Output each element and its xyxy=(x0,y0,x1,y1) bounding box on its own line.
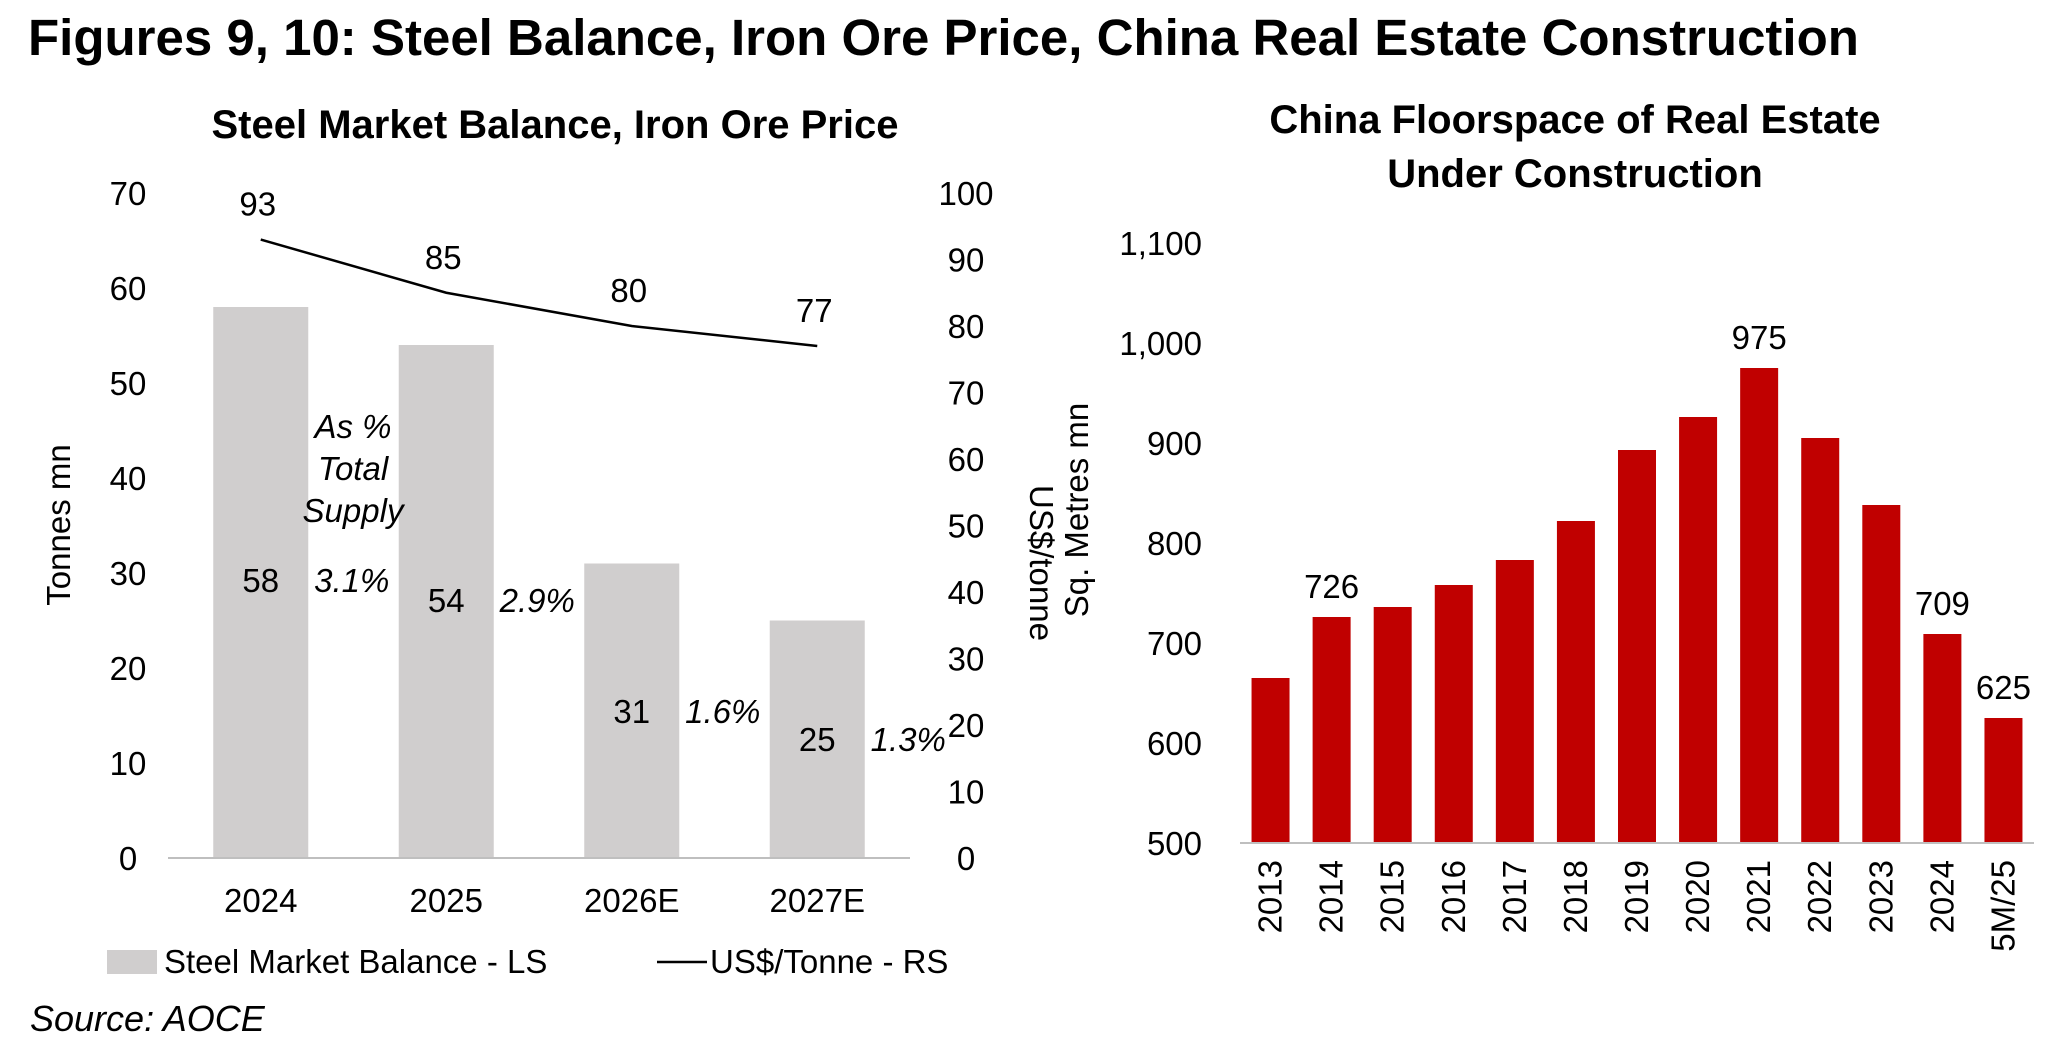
chart1-pct-label: 1.6% xyxy=(685,693,760,730)
chart1-category-label: 2026E xyxy=(584,882,679,919)
chart2-category-label: 2024 xyxy=(1923,860,1960,933)
chart1-left-tick: 40 xyxy=(110,460,147,497)
chart2-category-label: 5M/25 xyxy=(1984,860,2021,952)
chart2-category-label: 2019 xyxy=(1618,860,1655,933)
chart1-pct-label: 1.3% xyxy=(871,721,946,758)
chart1-pct-label: 3.1% xyxy=(314,562,389,599)
chart1-price-label: 77 xyxy=(796,292,833,329)
chart1-annotation: Total xyxy=(318,450,390,487)
chart1-left-tick: 10 xyxy=(110,745,147,782)
chart1-annotation: Supply xyxy=(303,492,406,529)
chart2-bar-2015 xyxy=(1373,607,1412,843)
chart2-y-tick: 1,000 xyxy=(1119,325,1202,362)
chart2-y-tick: 800 xyxy=(1147,525,1202,562)
chart1-title: Steel Market Balance, Iron Ore Price xyxy=(212,103,899,147)
chart1-right-tick: 90 xyxy=(948,242,985,279)
chart2-bar-2021 xyxy=(1740,368,1779,843)
chart1-left-axis-title: Tonnes mn xyxy=(40,444,77,605)
chart1-price-label: 85 xyxy=(425,239,462,276)
chart1-right-tick: 80 xyxy=(948,308,985,345)
chart1-bar-value-label: 54 xyxy=(428,582,465,619)
chart1-bar-value-label: 31 xyxy=(613,693,650,730)
chart1-left-tick: 70 xyxy=(110,175,147,212)
chart1-bar-value-label: 58 xyxy=(242,562,279,599)
chart1-price-label: 80 xyxy=(610,272,647,309)
chart1-pct-label: 2.9% xyxy=(499,582,575,619)
chart2-title: China Floorspace of Real Estate xyxy=(1269,98,1880,142)
chart2-category-label: 2018 xyxy=(1557,860,1594,933)
chart2-category-label: 2017 xyxy=(1496,860,1533,933)
chart1-category-label: 2025 xyxy=(410,882,483,919)
chart2-category-label: 2016 xyxy=(1435,860,1472,933)
chart1-right-tick: 100 xyxy=(938,175,993,212)
chart2-data-label: 975 xyxy=(1732,319,1787,356)
chart2-bar-2018 xyxy=(1556,521,1595,843)
chart1-bar-2026E xyxy=(584,563,680,858)
chart2-y-tick: 1,100 xyxy=(1119,225,1202,262)
chart2-bar-2016 xyxy=(1434,585,1473,843)
chart2-data-label: 625 xyxy=(1976,669,2031,706)
chart1-legend-label-line: US$/Tonne - RS xyxy=(710,943,948,980)
chart1-right-tick: 60 xyxy=(948,441,985,478)
chart2-data-label: 726 xyxy=(1304,568,1359,605)
chart1-right-axis-title: US$/tonne xyxy=(1023,485,1060,641)
chart1-left-tick: 0 xyxy=(119,840,137,877)
chart1-category-label: 2024 xyxy=(224,882,297,919)
chart1-left-tick: 30 xyxy=(110,555,147,592)
chart2-y-tick: 600 xyxy=(1147,725,1202,762)
chart1-bar-value-label: 25 xyxy=(799,721,836,758)
chart2-bar-2024 xyxy=(1923,634,1962,843)
chart1-legend-label-bars: Steel Market Balance - LS xyxy=(164,943,547,980)
chart2-category-label: 2022 xyxy=(1801,860,1838,933)
chart1-legend-swatch-bars xyxy=(107,950,157,974)
chart2-y-tick: 900 xyxy=(1147,425,1202,462)
chart2-bar-2022 xyxy=(1801,438,1840,843)
chart2-y-tick: 700 xyxy=(1147,625,1202,662)
chart1-bar-2025 xyxy=(398,345,494,858)
chart1-bar-2027E xyxy=(769,620,865,858)
chart2-y-axis-title: Sq. Metres mn xyxy=(1058,403,1095,618)
source-note: Source: AOCE xyxy=(30,998,265,1039)
chart2-bar-2014 xyxy=(1312,617,1351,843)
chart2-y-tick: 500 xyxy=(1147,825,1202,862)
chart1-right-tick: 40 xyxy=(948,574,985,611)
chart2-bar-2017 xyxy=(1495,560,1534,843)
chart1-bar-2024 xyxy=(213,307,309,858)
chart1-right-tick: 30 xyxy=(948,641,985,678)
chart2-category-label: 2015 xyxy=(1374,860,1411,933)
chart2-bar-2013 xyxy=(1251,678,1290,843)
chart1-right-tick: 70 xyxy=(948,375,985,412)
chart2-category-label: 2020 xyxy=(1679,860,1716,933)
chart2-category-label: 2021 xyxy=(1740,860,1777,933)
chart1-right-tick: 20 xyxy=(948,707,985,744)
chart1-left-tick: 50 xyxy=(110,365,147,402)
chart2-category-label: 2023 xyxy=(1862,860,1899,933)
chart2-data-label: 709 xyxy=(1915,585,1970,622)
chart1-right-tick: 0 xyxy=(957,840,975,877)
main-title: Figures 9, 10: Steel Balance, Iron Ore P… xyxy=(28,9,1859,66)
chart1-annotation: As % xyxy=(312,408,391,445)
chart2-bar-2020 xyxy=(1679,417,1718,843)
chart1-right-tick: 50 xyxy=(948,508,985,545)
chart2-bar-2019 xyxy=(1618,450,1656,843)
chart1-category-label: 2027E xyxy=(770,882,865,919)
chart2-category-label: 2013 xyxy=(1252,860,1289,933)
chart1-left-tick: 60 xyxy=(110,270,147,307)
chart1-price-line xyxy=(260,238,818,348)
chart2-bar-5M/25 xyxy=(1984,718,2023,843)
chart1-left-tick: 20 xyxy=(110,650,147,687)
chart2-category-label: 2014 xyxy=(1313,860,1350,933)
chart1-price-label: 93 xyxy=(239,186,276,223)
chart1-right-tick: 10 xyxy=(948,774,985,811)
chart2-title: Under Construction xyxy=(1387,152,1763,196)
chart2-bar-2023 xyxy=(1862,505,1901,843)
